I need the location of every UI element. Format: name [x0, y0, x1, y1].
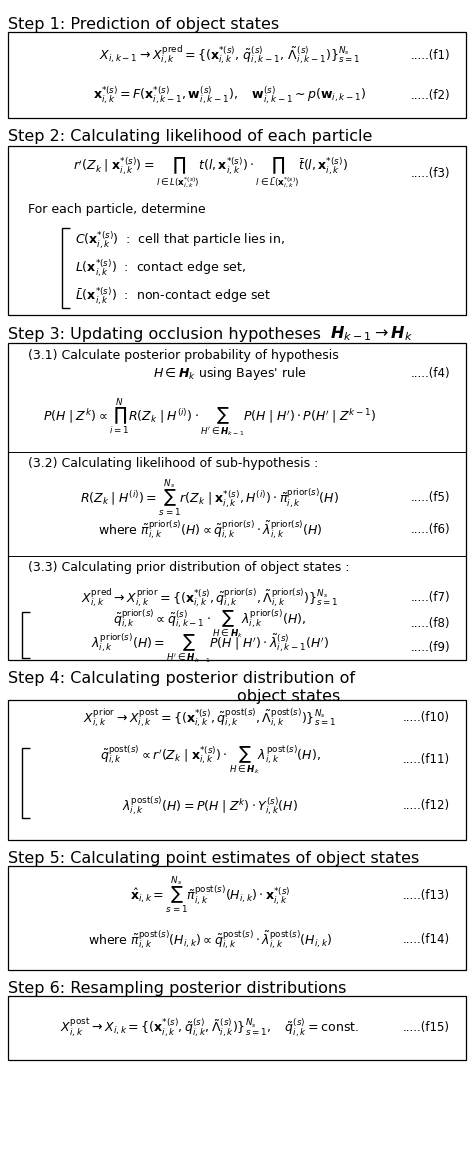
Text: $\boldsymbol{H}_{k-1} \rightarrow \boldsymbol{H}_{k}$: $\boldsymbol{H}_{k-1} \rightarrow \bolds…	[330, 325, 413, 343]
Text: (3.1) Calculate posterior probability of hypothesis: (3.1) Calculate posterior probability of…	[28, 350, 339, 363]
Text: .....(f8): .....(f8)	[410, 618, 450, 630]
Text: (3.3) Calculating prior distribution of object states :: (3.3) Calculating prior distribution of …	[28, 561, 349, 575]
Text: $C(\mathbf{x}_{i,k}^{*(s)})$  :  cell that particle lies in,: $C(\mathbf{x}_{i,k}^{*(s)})$ : cell that…	[75, 229, 285, 250]
Text: $\bar{L}(\mathbf{x}_{i,k}^{*(s)})$  :  non-contact edge set: $\bar{L}(\mathbf{x}_{i,k}^{*(s)})$ : non…	[75, 285, 271, 307]
Bar	[8, 32, 466, 118]
Text: $X_{i,k}^{\mathrm{pred}} \rightarrow X_{i,k}^{\mathrm{prior}} = \{(\mathbf{x}_{i: $X_{i,k}^{\mathrm{pred}} \rightarrow X_{…	[81, 586, 339, 610]
Bar	[8, 146, 466, 315]
Text: $X_{i,k-1} \rightarrow X_{i,k}^{\mathrm{pred}} = \{(\mathbf{x}_{i,k}^{*(s)},\, \: $X_{i,k-1} \rightarrow X_{i,k}^{\mathrm{…	[100, 44, 361, 66]
Text: .....(f11): .....(f11)	[403, 753, 450, 766]
Text: Step 1: Prediction of object states: Step 1: Prediction of object states	[8, 16, 279, 31]
Text: For each particle, determine: For each particle, determine	[28, 204, 206, 217]
Text: .....(f5): .....(f5)	[410, 491, 450, 504]
Text: $L(\mathbf{x}_{i,k}^{*(s)})$  :  contact edge set,: $L(\mathbf{x}_{i,k}^{*(s)})$ : contact e…	[75, 257, 246, 279]
Text: .....(f2): .....(f2)	[410, 88, 450, 102]
Text: .....(f12): .....(f12)	[403, 800, 450, 812]
Text: .....(f10): .....(f10)	[403, 712, 450, 724]
Text: object states: object states	[237, 690, 340, 705]
Text: $X_{i,k}^{\mathrm{post}} \rightarrow X_{i,k} = \{(\mathbf{x}_{i,k}^{*(s)},\tilde: $X_{i,k}^{\mathrm{post}} \rightarrow X_{…	[61, 1016, 360, 1040]
Text: $\tilde{q}_{i,k}^{\mathrm{post}(s)} \propto r^{\prime}(Z_k \mid \mathbf{x}_{i,k}: $\tilde{q}_{i,k}^{\mathrm{post}(s)} \pro…	[100, 744, 320, 777]
Text: where $\tilde{\pi}_{i,k}^{\mathrm{prior}(s)}(H) \propto \tilde{q}_{i,k}^{\mathrm: where $\tilde{\pi}_{i,k}^{\mathrm{prior}…	[98, 518, 322, 541]
Text: Step 3: Updating occlusion hypotheses: Step 3: Updating occlusion hypotheses	[8, 327, 321, 342]
Text: Step 6: Resampling posterior distributions: Step 6: Resampling posterior distributio…	[8, 982, 346, 997]
Text: .....(f4): .....(f4)	[410, 367, 450, 380]
Text: .....(f1): .....(f1)	[410, 49, 450, 61]
Text: $R(Z_k \mid H^{(i)}) = \sum_{s=1}^{N_s} r(Z_k \mid \mathbf{x}_{i,k}^{*(s)}, H^{(: $R(Z_k \mid H^{(i)}) = \sum_{s=1}^{N_s} …	[81, 478, 339, 518]
Text: (3.2) Calculating likelihood of sub-hypothesis :: (3.2) Calculating likelihood of sub-hypo…	[28, 458, 319, 471]
Text: $P(H \mid Z^k) \propto \prod_{i=1}^{N} R(Z_k \mid H^{(i)}) \cdot \sum_{H^{\prime: $P(H \mid Z^k) \propto \prod_{i=1}^{N} R…	[43, 396, 377, 439]
Text: .....(f7): .....(f7)	[410, 591, 450, 605]
Bar	[8, 996, 466, 1060]
Text: Step 4: Calculating posterior distribution of: Step 4: Calculating posterior distributi…	[8, 671, 355, 686]
Text: $X_{i,k}^{\mathrm{prior}} \rightarrow X_{i,k}^{\mathrm{post}} = \{(\mathbf{x}_{i: $X_{i,k}^{\mathrm{prior}} \rightarrow X_…	[83, 707, 337, 729]
Text: .....(f6): .....(f6)	[410, 524, 450, 537]
Text: Step 5: Calculating point estimates of object states: Step 5: Calculating point estimates of o…	[8, 852, 419, 867]
Text: $\hat{\mathbf{x}}_{i,k} = \sum_{s=1}^{N_s} \tilde{\pi}_{i,k}^{\mathrm{post}(s)}(: $\hat{\mathbf{x}}_{i,k} = \sum_{s=1}^{N_…	[130, 874, 290, 916]
Text: $\lambda_{i,k}^{\mathrm{prior}(s)}(H) = \sum_{H^{\prime} \in \boldsymbol{H}_{k-1: $\lambda_{i,k}^{\mathrm{prior}(s)}(H) = …	[91, 632, 329, 664]
Text: $r^{\prime}(Z_k \mid \mathbf{x}_{i,k}^{*(s)}) = \prod_{l \in L(\mathbf{x}_{i,k}^: $r^{\prime}(Z_k \mid \mathbf{x}_{i,k}^{*…	[73, 155, 347, 190]
Text: .....(f3): .....(f3)	[410, 167, 450, 180]
Text: where $\tilde{\pi}_{i,k}^{\mathrm{post}(s)}(H_{i,k}) \propto \tilde{q}_{i,k}^{\m: where $\tilde{\pi}_{i,k}^{\mathrm{post}(…	[88, 928, 332, 952]
Bar	[8, 700, 466, 840]
Text: .....(f15): .....(f15)	[403, 1021, 450, 1035]
Text: .....(f14): .....(f14)	[403, 933, 450, 947]
Bar	[8, 866, 466, 970]
Text: $\lambda_{i,k}^{\mathrm{post}(s)}(H) = P(H \mid Z^k) \cdot Y_{i,k}^{(s)}(H)$: $\lambda_{i,k}^{\mathrm{post}(s)}(H) = P…	[122, 795, 298, 817]
Text: $\tilde{q}_{i,k}^{\mathrm{prior}(s)} \propto \tilde{q}_{i,k-1}^{(s)} \cdot \sum_: $\tilde{q}_{i,k}^{\mathrm{prior}(s)} \pr…	[113, 607, 307, 641]
Text: Step 2: Calculating likelihood of each particle: Step 2: Calculating likelihood of each p…	[8, 130, 373, 145]
Bar	[8, 343, 466, 659]
Text: .....(f13): .....(f13)	[403, 889, 450, 902]
Text: .....(f9): .....(f9)	[410, 641, 450, 655]
Text: $H \in \boldsymbol{H}_k$ using Bayes' rule: $H \in \boldsymbol{H}_k$ using Bayes' ru…	[153, 365, 307, 382]
Text: $\mathbf{x}_{i,k}^{*(s)} = F(\mathbf{x}_{i,k-1}^{*(s)},\mathbf{w}_{i,k-1}^{(s)}): $\mathbf{x}_{i,k}^{*(s)} = F(\mathbf{x}_…	[93, 85, 367, 105]
